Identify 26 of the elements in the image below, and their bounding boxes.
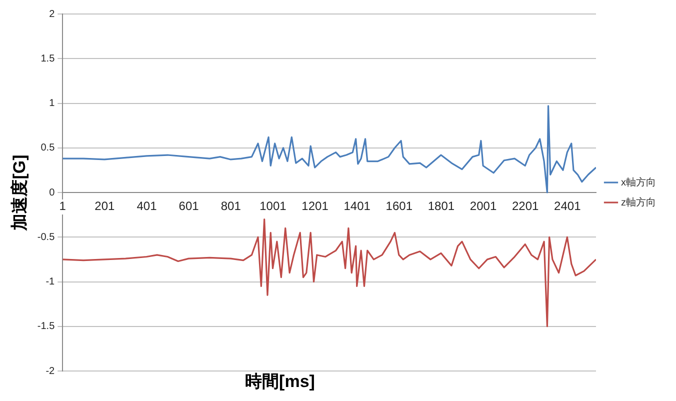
x-tick-label: 1201 (302, 198, 329, 213)
x-tick-label: 601 (178, 198, 200, 213)
y-tick-label: -0.5 (37, 232, 56, 243)
y-tick-label: 2 (49, 8, 56, 20)
x-tick-label: 2401 (554, 198, 582, 213)
legend-label: z軸方向 (621, 196, 656, 208)
y-axis-title: 加速度[G] (10, 154, 29, 232)
x-tick-label: 801 (220, 198, 242, 213)
x-tick-label: 401 (136, 198, 158, 213)
x-tick-label: 1401 (344, 198, 371, 213)
x-tick-label: 1801 (428, 198, 455, 213)
y-tick-label: -1.5 (37, 321, 56, 332)
x-tick-label: 1 (59, 198, 66, 213)
x-tick-label: 201 (94, 198, 116, 213)
y-tick-label: -1 (46, 276, 56, 288)
y-tick-label: 1.5 (40, 53, 56, 64)
x-tick-label: 2001 (470, 198, 497, 213)
x-tick-label: 2201 (512, 198, 540, 213)
x-tick-label: 1601 (386, 198, 413, 213)
x-tick-label: 1001 (260, 198, 287, 213)
y-tick-label: -2 (46, 366, 56, 377)
y-tick-label: 1 (49, 98, 56, 109)
legend-label: x軸方向 (621, 176, 656, 188)
x-axis-title: 時間[ms] (245, 372, 315, 391)
y-tick-label: 0.5 (40, 142, 56, 154)
y-tick-label: 0 (49, 187, 56, 198)
